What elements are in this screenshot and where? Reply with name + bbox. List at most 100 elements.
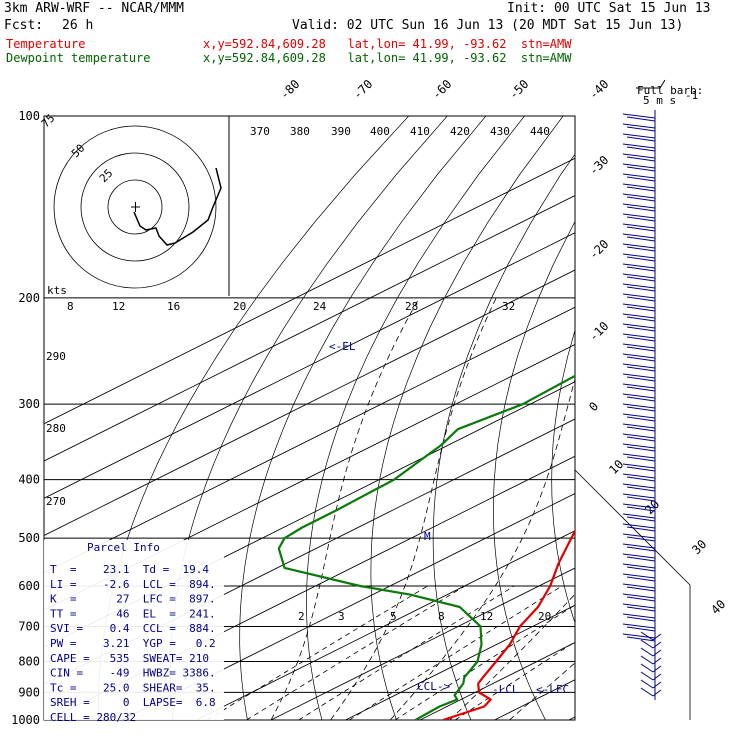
wind-barb (622, 583, 656, 592)
parcel-info-row: Tc = 25.0 SHEAR= 35. (50, 681, 216, 694)
plot-border (43, 115, 576, 721)
wind-barb (622, 553, 656, 562)
level-markers: <-EL M CCL-> -LCL <-LFC (329, 340, 569, 696)
isotherm-line (44, 306, 575, 574)
hodograph-center-mark (131, 202, 140, 212)
wind-barb (640, 663, 662, 673)
isotherm-line (46, 455, 575, 720)
wind-barb (622, 363, 656, 372)
barb-column-edge (574, 469, 691, 720)
theta-label: 370 (250, 125, 270, 138)
wind-barb (640, 679, 662, 689)
parcel-info-row: T = 23.1 Td = 19.4 (50, 563, 209, 576)
wind-barb (622, 593, 656, 602)
parcel-info-row: SVI = 0.4 CCL = 884. (50, 622, 216, 635)
wind-barb (622, 543, 656, 552)
isotherm-line (195, 530, 575, 720)
moist-adiabat-label: 20 (233, 300, 246, 313)
mixing-ratio-label: 12 (480, 610, 493, 623)
pressure-tick-label: 800 (18, 654, 40, 668)
wind-barb (622, 603, 656, 612)
wind-barb (622, 283, 656, 292)
dry-adiabat (716, 116, 740, 733)
pressure-tick-label: 400 (18, 473, 40, 487)
isotherm-line (44, 195, 575, 462)
temperature-legend: Temperature (6, 37, 86, 51)
isotherm-line (493, 679, 575, 720)
wind-barb (622, 533, 656, 542)
theta-label: 410 (410, 125, 430, 138)
wind-barb (622, 173, 656, 182)
wind-barb (640, 639, 662, 649)
mixing-ratio-label: 2 (298, 610, 305, 623)
isotherm-line (344, 604, 575, 720)
wind-barb (622, 633, 656, 642)
pressure-tick-label: 600 (18, 579, 40, 593)
wind-barb (622, 463, 656, 472)
wind-barb (622, 503, 656, 512)
parcel-info-bg (44, 540, 224, 720)
isotherm-line (44, 344, 575, 611)
pressure-tick-label: 1000 (11, 713, 40, 727)
profile-lines (277, 374, 575, 720)
forecast-hour: 26 h (62, 18, 94, 33)
wind-barb (622, 623, 656, 632)
isotherm-label: 0 (586, 399, 601, 414)
wind-barb (622, 573, 656, 582)
wind-barb (622, 393, 656, 402)
wind-barb (622, 333, 656, 342)
pressure-tick-label: 300 (18, 397, 40, 411)
dry-adiabat (239, 116, 487, 720)
wind-barb (622, 443, 656, 452)
wind-barb (622, 493, 656, 502)
wind-barb (622, 373, 656, 382)
wind-barb (622, 213, 656, 222)
isotherm-label: -70 (350, 77, 375, 102)
parcel-info-row: CIN = -49 HWBZ= 3386. (50, 667, 216, 680)
isotherm-label: -50 (506, 77, 531, 102)
m-marker: M (424, 530, 431, 543)
wind-barb (622, 133, 656, 142)
theta-label: 280 (46, 422, 66, 435)
moist-adiabat-label: 12 (112, 300, 125, 313)
theta-label: 420 (450, 125, 470, 138)
wind-barb (622, 113, 656, 122)
wind-barb (622, 263, 656, 272)
wind-barb (622, 203, 656, 212)
pressure-tick-label: 100 (18, 109, 40, 123)
isotherm-line (419, 642, 575, 720)
mixing-ratio-line (246, 585, 466, 720)
wind-barb (622, 223, 656, 232)
isotherm-label: -60 (429, 77, 454, 102)
barb-legend-unit: 5 m s (643, 94, 676, 107)
mixing-ratio-label: 5 (390, 610, 397, 623)
moist-adiabat (449, 593, 575, 720)
mixing-ratio-line (394, 604, 575, 720)
hodograph-ring (53, 125, 217, 289)
dry-adiabat (370, 116, 564, 720)
isotherm-label: -30 (586, 153, 611, 178)
hodograph-ring (107, 179, 163, 235)
isotherm-label: -80 (277, 77, 302, 102)
moist-adiabat-label: 16 (167, 300, 180, 313)
pressure-tick-label: 900 (18, 685, 40, 699)
wind-barb (622, 123, 656, 132)
dewpoint-location: x,y=592.84,609.28 lat,lon= 41.99, -93.62… (203, 51, 572, 65)
wind-barb (622, 433, 656, 442)
wind-barb (622, 613, 656, 622)
init-time: Init: 00 UTC Sat 15 Jun 13 (507, 1, 711, 16)
parcel-info-row: K = 27 LFC = 897. (50, 593, 216, 606)
wind-barb (622, 563, 656, 572)
forecast-label: Fcst: (4, 18, 44, 33)
isotherm-line (44, 232, 575, 499)
wind-barb (640, 671, 662, 681)
theta-label: 400 (370, 125, 390, 138)
wind-barb (622, 183, 656, 192)
parcel-info-row: PW = 3.21 YGP = 0.2 (50, 637, 216, 650)
wind-barb (640, 647, 662, 657)
lfc-marker: <-LFC (536, 683, 569, 696)
mixing-ratio-label: 8 (438, 610, 445, 623)
theta-label: 440 (530, 125, 550, 138)
